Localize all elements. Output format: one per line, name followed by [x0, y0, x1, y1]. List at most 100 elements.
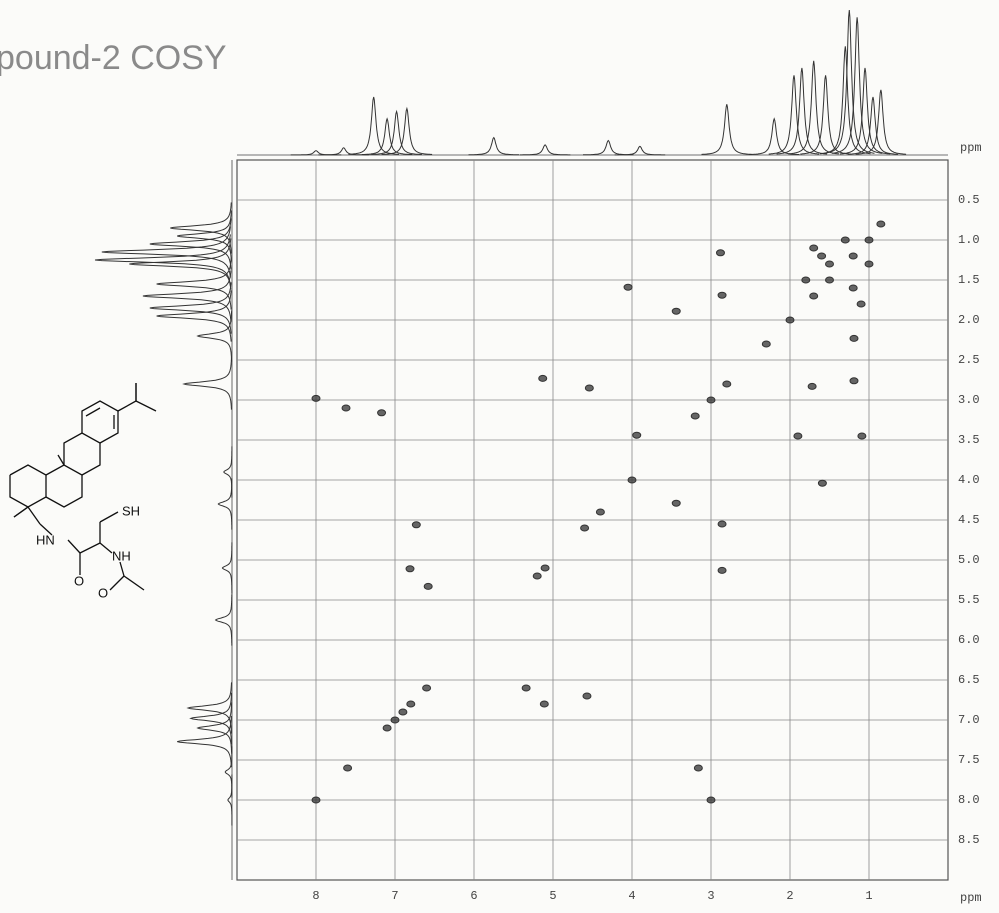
y-tick-label: 0.5 — [958, 193, 980, 207]
cross-peak — [785, 316, 795, 324]
projection-peak — [196, 702, 233, 754]
projection-peak — [156, 290, 232, 342]
cross-peak — [690, 412, 700, 420]
cross-peak — [864, 260, 874, 268]
cross-peak — [848, 284, 858, 292]
projection-peak — [468, 136, 519, 156]
chart-title: pound-2 COSY — [0, 39, 227, 77]
cross-peak — [807, 382, 817, 390]
y-tick-label: 1.0 — [958, 233, 980, 247]
cross-peak — [706, 796, 716, 804]
x-tick-label: 5 — [549, 889, 556, 903]
y-tick-label: 2.0 — [958, 313, 980, 327]
bond — [57, 454, 65, 466]
cross-peak — [817, 252, 827, 260]
y-tick-label: 1.5 — [958, 273, 980, 287]
projection-peak — [156, 258, 232, 310]
projection-peak — [519, 144, 571, 156]
x-tick-label: 6 — [470, 889, 477, 903]
y-tick-label: 3.5 — [958, 433, 980, 447]
cross-peak — [717, 566, 727, 574]
projection-peak — [217, 478, 233, 530]
bond — [117, 383, 137, 412]
cross-peak — [849, 377, 859, 385]
cross-peak — [717, 291, 727, 299]
bond — [27, 506, 41, 525]
cross-peak — [856, 300, 866, 308]
cross-peak — [825, 276, 834, 284]
y-tick-label: 5.0 — [958, 553, 980, 567]
projection-peak — [101, 226, 231, 278]
bond — [99, 511, 119, 523]
projection-peak — [788, 60, 840, 155]
cross-peak — [793, 432, 803, 440]
cross-peak — [706, 396, 716, 404]
cross-peak — [411, 521, 421, 529]
cross-peak — [584, 384, 594, 392]
atom-label: O — [98, 585, 108, 600]
cross-peak — [693, 764, 703, 772]
cross-peak — [671, 499, 681, 507]
cross-peak — [422, 684, 432, 692]
cross-peak — [540, 564, 550, 572]
x-tick-label: 1 — [865, 889, 872, 903]
cross-peak — [595, 508, 605, 516]
projection-peak — [831, 17, 883, 154]
atom-label: NH — [112, 548, 131, 563]
cross-peak — [722, 380, 732, 388]
y-tick-label: 6.0 — [958, 633, 980, 647]
y-tick-label: 7.0 — [958, 713, 980, 727]
cross-peak — [717, 520, 727, 528]
x-axis-label: ppm — [960, 891, 982, 905]
projection-peak — [583, 139, 634, 156]
bond — [123, 575, 145, 591]
bond — [79, 542, 101, 554]
cross-peak — [405, 565, 415, 573]
projection-peak — [776, 67, 828, 155]
cross-peak — [825, 260, 834, 268]
y-tick-label: 2.5 — [958, 353, 980, 367]
cross-peak — [715, 249, 725, 257]
projection-peak — [224, 746, 233, 798]
projection-peak — [839, 67, 891, 155]
x-tick-label: 3 — [707, 889, 714, 903]
molecule-structure: SH HN NH O O — [9, 383, 157, 600]
cross-peak — [840, 236, 850, 244]
projection-peak — [182, 358, 232, 410]
y-axis-label: ppm — [960, 141, 982, 155]
cross-peak — [406, 700, 416, 708]
projection-peak — [701, 104, 753, 155]
cross-peak — [801, 276, 811, 284]
y-tick-label: 3.0 — [958, 393, 980, 407]
cross-peak — [423, 582, 433, 590]
ring — [81, 400, 119, 444]
projection-peak — [223, 446, 233, 498]
cross-peak — [671, 307, 681, 315]
projection-peak — [823, 9, 875, 154]
y-tick-label: 8.0 — [958, 793, 980, 807]
projection-peak — [361, 117, 413, 156]
bond — [85, 407, 101, 417]
projection-peak — [186, 682, 232, 734]
bond — [119, 561, 125, 577]
cross-peak — [848, 252, 858, 260]
cross-peak — [580, 524, 590, 532]
projection-peak — [614, 145, 666, 156]
cross-peak — [864, 236, 874, 244]
bond — [67, 539, 81, 554]
cross-peak — [311, 394, 321, 402]
cross-peak — [538, 374, 548, 382]
atom-label: O — [74, 573, 84, 588]
cross-peak — [341, 404, 351, 412]
cross-peak — [817, 479, 827, 487]
cross-peak — [311, 796, 321, 804]
x-tick-label: 8 — [312, 889, 319, 903]
projection-peak — [371, 109, 422, 155]
projection-peak — [177, 210, 232, 262]
cross-peak — [623, 283, 633, 291]
cross-peak — [398, 708, 408, 716]
y-tick-label: 7.5 — [958, 753, 980, 767]
cross-peak — [377, 409, 387, 417]
ring — [63, 432, 101, 476]
